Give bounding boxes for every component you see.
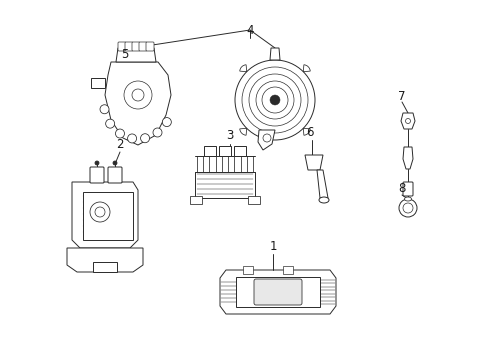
Polygon shape: [403, 147, 413, 169]
FancyBboxPatch shape: [132, 42, 140, 51]
FancyBboxPatch shape: [90, 167, 104, 183]
Ellipse shape: [319, 197, 329, 203]
Circle shape: [399, 199, 417, 217]
Polygon shape: [67, 248, 143, 272]
FancyBboxPatch shape: [139, 42, 147, 51]
FancyBboxPatch shape: [108, 167, 122, 183]
Text: 2: 2: [116, 138, 124, 150]
Bar: [83, 192, 133, 240]
Circle shape: [235, 60, 315, 140]
Text: 7: 7: [398, 90, 406, 103]
Circle shape: [262, 87, 288, 113]
Wedge shape: [303, 128, 310, 135]
Text: 8: 8: [398, 181, 406, 194]
Circle shape: [90, 202, 110, 222]
Text: 5: 5: [122, 49, 129, 62]
Polygon shape: [258, 130, 275, 150]
Ellipse shape: [405, 197, 412, 201]
Circle shape: [95, 207, 105, 217]
Circle shape: [256, 81, 294, 119]
Wedge shape: [240, 65, 247, 72]
Wedge shape: [303, 65, 310, 72]
FancyBboxPatch shape: [204, 146, 216, 156]
Polygon shape: [401, 113, 415, 129]
FancyBboxPatch shape: [219, 146, 231, 156]
Wedge shape: [240, 128, 247, 135]
Polygon shape: [317, 170, 328, 198]
Circle shape: [132, 89, 144, 101]
Circle shape: [100, 105, 109, 114]
Circle shape: [95, 161, 99, 165]
FancyBboxPatch shape: [234, 146, 246, 156]
Text: 1: 1: [269, 239, 277, 252]
Text: 3: 3: [226, 130, 234, 143]
Circle shape: [113, 161, 117, 165]
Text: 4: 4: [246, 23, 254, 36]
Polygon shape: [305, 155, 323, 170]
Text: 6: 6: [306, 126, 314, 139]
Circle shape: [141, 134, 149, 143]
Polygon shape: [91, 78, 105, 88]
FancyBboxPatch shape: [118, 42, 126, 51]
Circle shape: [127, 134, 137, 143]
Bar: [236, 277, 320, 307]
FancyBboxPatch shape: [283, 266, 293, 274]
Circle shape: [406, 118, 411, 123]
Circle shape: [403, 203, 413, 213]
FancyBboxPatch shape: [248, 196, 260, 204]
FancyBboxPatch shape: [146, 42, 154, 51]
FancyBboxPatch shape: [403, 182, 413, 196]
Bar: [93, 262, 117, 272]
FancyBboxPatch shape: [243, 266, 253, 274]
FancyBboxPatch shape: [125, 42, 133, 51]
Polygon shape: [116, 48, 156, 62]
Circle shape: [162, 118, 171, 127]
Polygon shape: [220, 270, 336, 314]
Polygon shape: [270, 48, 280, 60]
Circle shape: [124, 81, 152, 109]
Polygon shape: [105, 62, 171, 145]
Circle shape: [242, 67, 308, 133]
Circle shape: [270, 95, 280, 105]
FancyBboxPatch shape: [254, 279, 302, 305]
Circle shape: [263, 134, 271, 142]
FancyBboxPatch shape: [190, 196, 202, 204]
Bar: [195, 172, 255, 198]
Circle shape: [106, 119, 115, 128]
Circle shape: [153, 128, 162, 137]
Circle shape: [249, 74, 301, 126]
Polygon shape: [72, 182, 138, 248]
Circle shape: [116, 129, 124, 138]
